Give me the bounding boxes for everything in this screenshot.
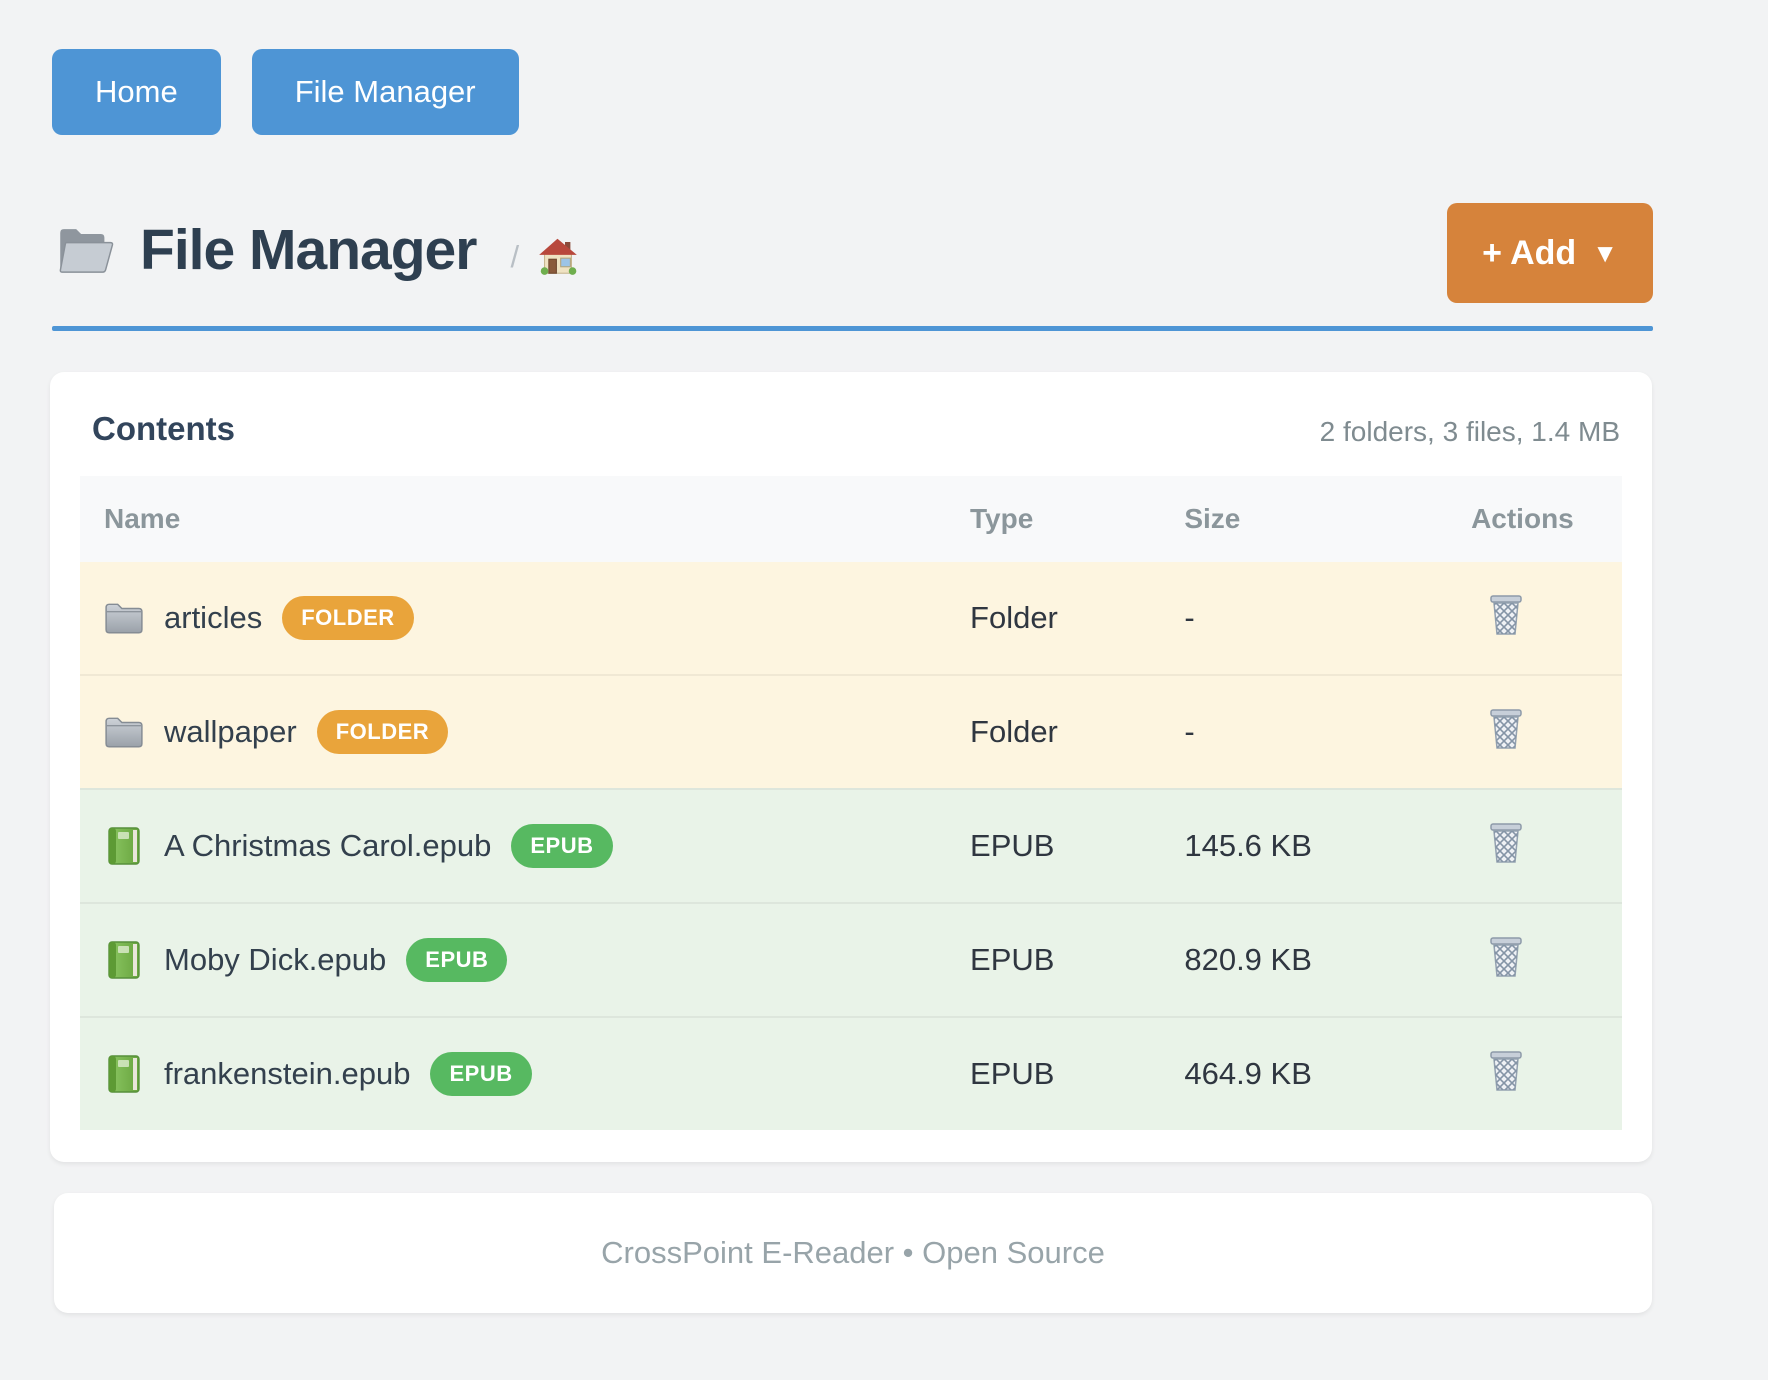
column-header-size: Size	[1184, 503, 1241, 534]
trash-icon	[1490, 823, 1522, 863]
table-header-row: Name Type Size Actions	[80, 476, 1622, 562]
page-header: File Manager / + Add ▼	[54, 190, 1653, 310]
contents-card: Contents 2 folders, 3 files, 1.4 MB Name…	[50, 372, 1652, 1162]
delete-button[interactable]	[1488, 709, 1524, 750]
trash-icon	[1490, 937, 1522, 977]
contents-card-header: Contents 2 folders, 3 files, 1.4 MB	[92, 410, 1620, 448]
book-icon	[108, 827, 140, 865]
item-name[interactable]: articles	[164, 600, 263, 635]
table-row-christmas-carol[interactable]: A Christmas Carol.epub EPUB EPUB 145.6 K…	[80, 788, 1622, 902]
table-row-frankenstein[interactable]: frankenstein.epub EPUB EPUB 464.9 KB	[80, 1016, 1622, 1130]
trash-icon	[1490, 709, 1522, 749]
trash-icon	[1490, 595, 1522, 635]
item-type: EPUB	[970, 1056, 1055, 1091]
trash-icon	[1490, 1051, 1522, 1091]
breadcrumb-separator: /	[510, 239, 520, 274]
home-icon[interactable]	[537, 235, 579, 277]
item-name[interactable]: A Christmas Carol.epub	[164, 828, 492, 863]
contents-table: Name Type Size Actions articles FOLDER F…	[80, 476, 1622, 1130]
folder-badge: FOLDER	[282, 596, 414, 640]
item-size: 464.9 KB	[1184, 1056, 1312, 1091]
table-row-articles[interactable]: articles FOLDER Folder -	[80, 562, 1622, 674]
item-type: EPUB	[970, 942, 1055, 977]
table-row-moby-dick[interactable]: Moby Dick.epub EPUB EPUB 820.9 KB	[80, 902, 1622, 1016]
delete-button[interactable]	[1488, 1051, 1524, 1092]
column-header-actions: Actions	[1471, 503, 1574, 534]
item-size: -	[1184, 600, 1195, 635]
item-name[interactable]: Moby Dick.epub	[164, 942, 387, 977]
footer-card: CrossPoint E-Reader • Open Source	[54, 1193, 1652, 1313]
delete-button[interactable]	[1488, 937, 1524, 978]
header-divider	[52, 326, 1653, 331]
item-type: EPUB	[970, 828, 1055, 863]
delete-button[interactable]	[1488, 823, 1524, 864]
file-manager-nav-button[interactable]: File Manager	[251, 49, 519, 135]
contents-heading: Contents	[92, 410, 235, 447]
item-size: 145.6 KB	[1184, 828, 1312, 863]
book-icon	[108, 1055, 140, 1093]
folder-badge: FOLDER	[316, 710, 449, 754]
item-type: Folder	[970, 600, 1058, 635]
open-folder-icon	[59, 228, 114, 273]
table-row-wallpaper[interactable]: wallpaper FOLDER Folder -	[80, 674, 1622, 788]
delete-button[interactable]	[1488, 595, 1524, 636]
top-nav: Home File Manager	[52, 49, 519, 135]
epub-badge: EPUB	[511, 824, 613, 868]
item-type: Folder	[970, 714, 1058, 749]
add-button-label: + Add	[1482, 233, 1577, 272]
column-header-name: Name	[104, 503, 181, 534]
epub-badge: EPUB	[406, 938, 508, 982]
epub-badge: EPUB	[430, 1052, 532, 1096]
folder-icon	[105, 603, 143, 634]
footer-text: CrossPoint E-Reader • Open Source	[601, 1235, 1105, 1270]
add-button[interactable]: + Add ▼	[1447, 203, 1653, 303]
book-icon	[108, 941, 140, 979]
column-header-type: Type	[970, 503, 1034, 534]
contents-summary: 2 folders, 3 files, 1.4 MB	[1319, 416, 1620, 447]
page-title: File Manager	[140, 218, 477, 282]
item-name[interactable]: wallpaper	[164, 714, 297, 749]
item-name[interactable]: frankenstein.epub	[164, 1056, 411, 1091]
caret-down-icon: ▼	[1592, 237, 1618, 268]
item-size: 820.9 KB	[1184, 942, 1312, 977]
folder-icon	[105, 717, 143, 748]
item-size: -	[1184, 714, 1195, 749]
home-nav-button[interactable]: Home	[52, 49, 221, 135]
